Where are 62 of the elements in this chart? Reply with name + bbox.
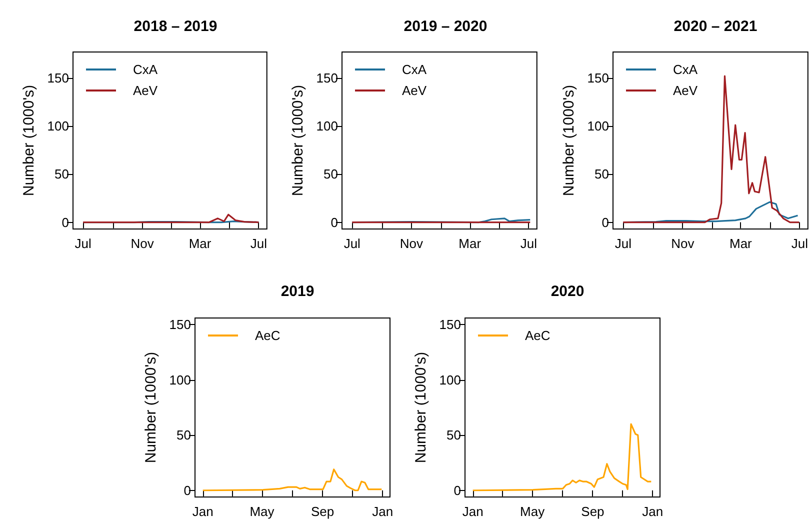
y-tick-label: 50 <box>54 166 69 182</box>
x-tick-label: Jul <box>614 236 632 251</box>
x-tick-label: Jul <box>520 236 538 251</box>
x-tick-label: Nov <box>400 236 424 251</box>
line-series <box>82 214 260 224</box>
x-tick-label: Jan <box>192 504 214 519</box>
chart-title: 2019 – 2020 <box>404 18 488 35</box>
y-tick-label: 100 <box>47 118 69 134</box>
x-tick-label: Mar <box>458 236 482 251</box>
y-tick-label: 150 <box>169 317 191 332</box>
x-tick-label: Mar <box>188 236 212 251</box>
line-series <box>202 468 382 492</box>
y-tick-label: 150 <box>316 70 338 86</box>
legend-label: CxA <box>133 62 158 77</box>
y-tick-label: 50 <box>176 428 191 443</box>
chart-title: 2020 <box>550 283 584 300</box>
legend-label: AeV <box>402 83 427 98</box>
y-tick-label: 0 <box>62 214 69 230</box>
x-tick-label: Jul <box>250 236 268 251</box>
line-series <box>472 423 652 492</box>
y-tick-label: 0 <box>454 482 461 498</box>
x-tick-label: Jul <box>74 236 92 251</box>
y-tick-label: 150 <box>439 317 461 332</box>
x-tick-label: Sep <box>581 504 604 519</box>
y-tick-label: 100 <box>439 372 461 388</box>
line-series <box>622 75 800 224</box>
y-axis-title: Number (1000's) <box>412 352 430 464</box>
y-tick-label: 50 <box>446 428 461 443</box>
legend-label: AeC <box>255 328 280 343</box>
legend-label: AeV <box>673 83 698 98</box>
x-tick-label: Nov <box>130 236 154 251</box>
y-tick-label: 100 <box>316 118 338 134</box>
x-tick-label: Jan <box>462 504 484 519</box>
y-tick-label: 100 <box>587 118 609 134</box>
y-axis-title: Number (1000's) <box>560 84 578 196</box>
legend-label: AeV <box>133 83 158 98</box>
x-tick-label: Nov <box>671 236 695 251</box>
y-axis-title: Number (1000's) <box>289 84 306 196</box>
x-tick-label: May <box>520 504 546 519</box>
legend-label: AeC <box>525 328 550 343</box>
x-tick-label: Mar <box>729 236 753 251</box>
x-tick-label: Jul <box>791 236 808 251</box>
chart-title: 2019 <box>280 283 314 300</box>
legend-label: CxA <box>673 62 698 77</box>
y-tick-label: 150 <box>587 70 609 86</box>
y-tick-label: 150 <box>47 70 69 86</box>
y-tick-label: 0 <box>330 214 338 230</box>
y-tick-label: 0 <box>184 482 191 498</box>
x-tick-label: Sep <box>310 504 334 519</box>
y-tick-label: 100 <box>169 372 191 388</box>
chart-title: 2018 – 2019 <box>134 18 218 35</box>
y-axis-title: Number (1000's) <box>142 352 160 464</box>
legend-label: CxA <box>402 62 427 77</box>
y-tick-label: 50 <box>324 166 338 182</box>
x-tick-label: May <box>250 504 275 519</box>
x-tick-label: Jan <box>372 504 394 519</box>
y-tick-label: 50 <box>594 166 609 182</box>
y-axis-title: Number (1000's) <box>20 84 38 196</box>
x-tick-label: Jan <box>642 504 664 519</box>
x-tick-label: Jul <box>344 236 361 251</box>
y-tick-label: 0 <box>602 214 609 230</box>
chart-title: 2020 – 2021 <box>674 18 758 35</box>
